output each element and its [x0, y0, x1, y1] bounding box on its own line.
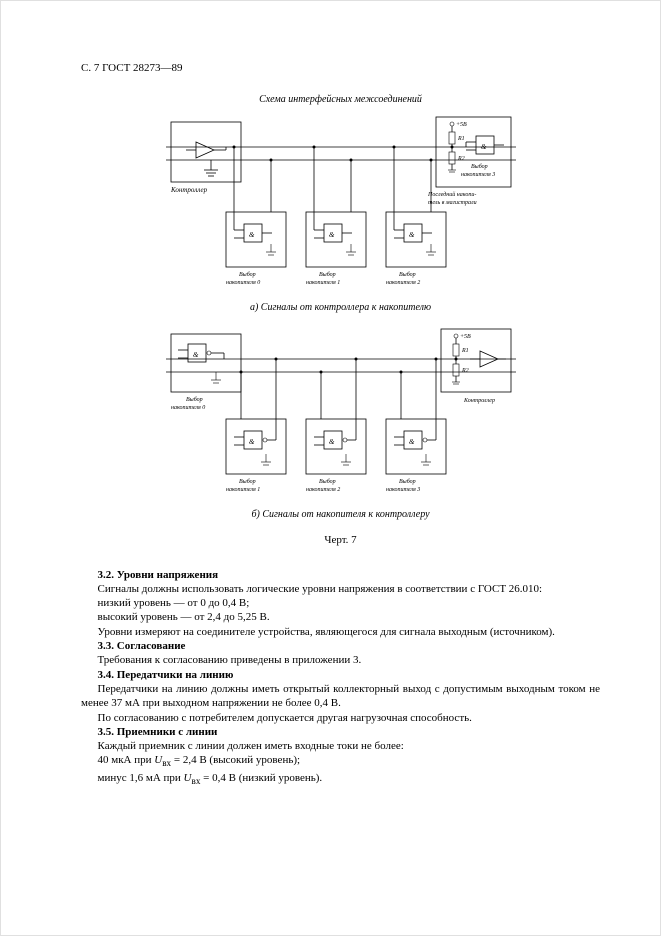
svg-text:&: & [481, 143, 487, 151]
svg-text:&: & [329, 231, 335, 239]
svg-text:накопителя 3: накопителя 3 [461, 172, 495, 178]
diagram-b-wrap: & Выбор накопителя 0 +5В R1 R2 [81, 324, 600, 547]
diagram-a-svg: Контроллер +5В R1 R2 & Выбор н [166, 112, 516, 297]
svg-text:Выбор: Выбор [239, 271, 256, 278]
diagram-a-wrap: Схема интерфейсных межсоединений Контрол… [81, 93, 600, 314]
svg-text:&: & [249, 231, 255, 239]
svg-text:R2: R2 [457, 156, 465, 162]
sec-3-5-title: 3.5. Приемники с линии [81, 725, 600, 739]
fig-label: Черт. 7 [81, 533, 600, 547]
sec-3-4-l2: По согласованию с потребителем допускает… [81, 711, 600, 725]
label-controller: Контроллер [170, 186, 208, 194]
sec-3-4-title: 3.4. Передатчики на линию [81, 668, 600, 682]
svg-text:+5В: +5В [456, 122, 467, 128]
sec-3-2-title: 3.2. Уровни напряжения [81, 568, 600, 582]
svg-text:&: & [409, 438, 415, 446]
svg-text:тель в магистрали: тель в магистрали [428, 200, 477, 206]
page: С. 7 ГОСТ 28273—89 Схема интерфейсных ме… [0, 0, 661, 936]
svg-text:Выбор: Выбор [471, 163, 488, 170]
sec-3-2-l1: Сигналы должны использовать логические у… [81, 582, 600, 596]
svg-text:накопителя 2: накопителя 2 [386, 280, 420, 286]
svg-text:Выбор: Выбор [239, 478, 256, 485]
svg-text:+5В: +5В [460, 334, 471, 340]
svg-text:&: & [249, 438, 255, 446]
sec-3-3-title: 3.3. Согласование [81, 639, 600, 653]
svg-text:накопителя 1: накопителя 1 [226, 487, 260, 493]
svg-text:Выбор: Выбор [399, 271, 416, 278]
sec-3-5-l3: минус 1,6 мА при Uвх = 0,4 В (низкий уро… [81, 771, 600, 788]
page-header: С. 7 ГОСТ 28273—89 [81, 61, 600, 75]
svg-text:Выбор: Выбор [399, 478, 416, 485]
svg-text:накопителя 2: накопителя 2 [306, 487, 340, 493]
sec-3-2-l2: низкий уровень — от 0 до 0,4 В; [81, 596, 600, 610]
sec-3-2-l4: Уровни измеряют на соединителе устройств… [81, 625, 600, 639]
svg-text:накопителя 3: накопителя 3 [386, 487, 420, 493]
svg-text:Выбор: Выбор [319, 271, 336, 278]
svg-text:накопителя 0: накопителя 0 [226, 280, 260, 286]
sec-3-5-l1: Каждый приемник с линии должен иметь вхо… [81, 739, 600, 753]
svg-text:R1: R1 [457, 136, 465, 142]
svg-text:&: & [409, 231, 415, 239]
diagram-title: Схема интерфейсных межсоединений [81, 93, 600, 106]
svg-text:накопителя 1: накопителя 1 [306, 280, 340, 286]
sec-3-4-l1: Передатчики на линию должны иметь открыт… [81, 682, 600, 711]
svg-text:Выбор: Выбор [186, 396, 203, 403]
svg-text:&: & [193, 351, 199, 359]
svg-text:накопителя 0: накопителя 0 [171, 405, 205, 411]
svg-text:Контроллер: Контроллер [463, 398, 495, 404]
fig-b-caption: б) Сигналы от накопителя к контроллеру [81, 508, 600, 521]
svg-text:R2: R2 [461, 368, 469, 374]
sec-3-5-l2: 40 мкА при Uвх = 2,4 В (высокий уровень)… [81, 753, 600, 770]
sec-3-2-l3: высокий уровень — от 2,4 до 5,25 В. [81, 610, 600, 624]
svg-text:&: & [329, 438, 335, 446]
svg-text:Последний накопи-: Последний накопи- [427, 191, 476, 198]
diagram-b-svg: & Выбор накопителя 0 +5В R1 R2 [166, 324, 516, 504]
svg-text:R1: R1 [461, 348, 469, 354]
fig-a-caption: а) Сигналы от контроллера к накопителю [81, 301, 600, 314]
svg-text:Выбор: Выбор [319, 478, 336, 485]
sec-3-3-l1: Требования к согласованию приведены в пр… [81, 653, 600, 667]
